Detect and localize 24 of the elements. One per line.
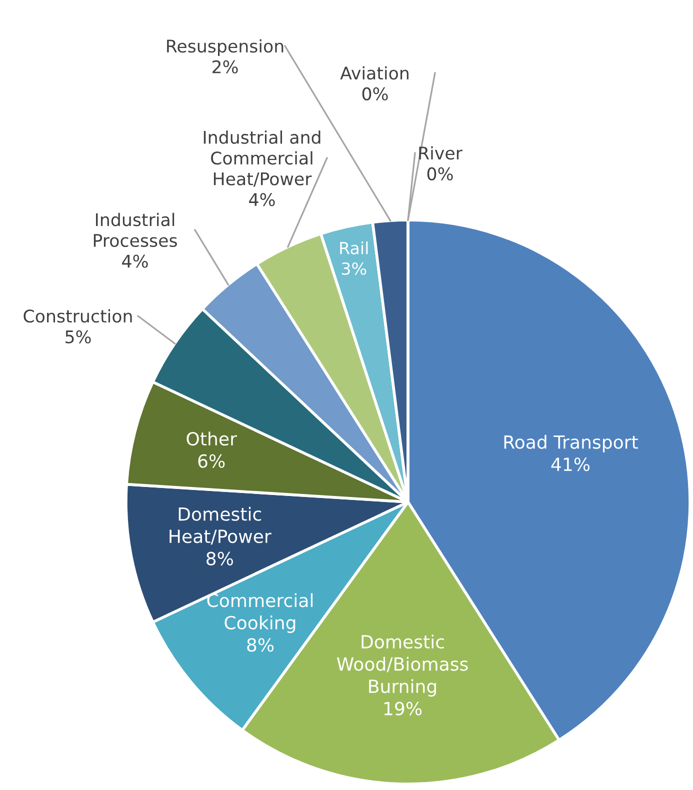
category-label: Aviation [340, 66, 408, 80]
data-label: 2% [212, 60, 238, 74]
data-label: 8% [247, 638, 274, 652]
data-label: 4% [249, 193, 275, 206]
slice-label: Commercial Cooking [207, 593, 313, 633]
slice-label: Other [186, 432, 237, 446]
data-label: 6% [198, 454, 225, 468]
slice-label: Road Transport [504, 434, 638, 452]
slice-label: Resuspension [167, 39, 284, 56]
text: 0% [427, 167, 453, 180]
data-label: 5% [66, 330, 91, 344]
data-label: 41% [551, 458, 590, 472]
slice-label: Rail [340, 241, 368, 254]
category-label: River [419, 146, 462, 160]
text: 0% [362, 87, 388, 100]
data-label: 4% [122, 254, 148, 268]
data-label: 3% [342, 262, 366, 275]
slice-label: Domestic Heat/Power [170, 506, 272, 545]
slice-label: Industrial Processes [94, 212, 177, 248]
data-label: 19% [384, 702, 422, 716]
slice-label: Industrial and Commercial Heat/Power [204, 130, 320, 187]
slice-label: Domestic Wood/Biomass Burning [336, 634, 468, 697]
data-label: 8% [206, 552, 233, 566]
slice-label: Construction [24, 309, 132, 323]
